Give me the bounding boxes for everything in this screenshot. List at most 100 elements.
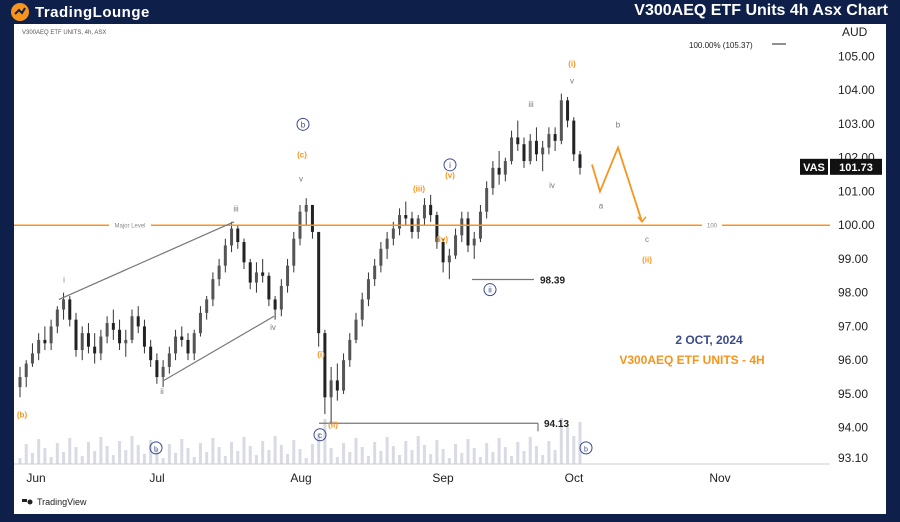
candle-body (93, 346, 97, 354)
volume-bar (298, 449, 302, 464)
candle-body (37, 339, 41, 354)
candle-body (510, 137, 514, 162)
wave-label-circle (149, 441, 163, 455)
volume-bar (304, 458, 308, 464)
candle-body (516, 137, 520, 145)
logo-icon (11, 3, 29, 21)
low-value-label: 98.39 (540, 276, 565, 287)
candle-body (435, 215, 439, 243)
candle-body (553, 134, 557, 141)
volume-bar (360, 447, 364, 464)
candle-body (373, 265, 377, 280)
candle-body (118, 329, 122, 344)
volume-bar (317, 433, 321, 464)
volume-bar (335, 457, 339, 464)
candle-body (267, 275, 271, 300)
volume-bar (242, 437, 246, 464)
candle-body (360, 299, 364, 320)
candle-body (80, 333, 84, 351)
volume-bar (192, 457, 196, 464)
wave-label: b (616, 120, 621, 129)
volume-bar (86, 442, 90, 464)
volume-bar (217, 447, 221, 464)
volume-bar (534, 446, 538, 464)
volume-bar (124, 450, 128, 464)
chart-svg[interactable]: Major Level 10098.3994.13(b)iiiiiiivv(c)b… (14, 24, 886, 514)
candle-body (379, 248, 383, 266)
volume-bar (236, 451, 240, 464)
currency-label: AUD (842, 25, 868, 39)
last-price-tag (830, 158, 882, 175)
trendline-lower (163, 315, 275, 381)
volume-bar (74, 447, 78, 464)
wave-label: (iv) (436, 235, 448, 244)
candle-body (30, 353, 34, 364)
price-tick-label: 101.00 (838, 184, 875, 198)
chart-panel[interactable]: Major Level 100 98.39 94.13 (b) i ii iii iv v (c) b… (14, 24, 886, 514)
volume-bar (149, 440, 153, 464)
volume-bar (161, 458, 165, 464)
chart-title-label: V300AEQ ETF UNITS - 4H (619, 353, 764, 367)
volume-bar (342, 443, 346, 464)
volume-bar (497, 438, 501, 464)
candle-body (460, 218, 464, 236)
volume-bar (566, 427, 570, 464)
candles (18, 93, 582, 425)
volume-bar (118, 441, 122, 464)
wave-label-circle (579, 441, 593, 455)
symbol-header: V300AEQ ETF UNITS, 4h, ASX (22, 30, 106, 36)
time-tick-label: Oct (565, 471, 584, 485)
volume-bar (441, 449, 445, 464)
volume-bar (62, 452, 66, 464)
price-tick-label: 104.00 (838, 83, 875, 97)
candle-body (547, 134, 551, 148)
wave-label: b (584, 446, 588, 453)
volume-bar (429, 454, 433, 464)
wave-label: (i) (568, 60, 576, 69)
time-axis: Jun Jul Aug Sep Oct Nov (14, 463, 830, 485)
candle-body (342, 360, 346, 391)
volume-bar (559, 418, 563, 464)
candle-body (180, 336, 184, 340)
volume-bar (454, 444, 458, 464)
volume-bar (379, 451, 383, 464)
candle-body (273, 299, 277, 310)
candle-body (74, 319, 78, 351)
wave-label: (v) (445, 171, 455, 180)
volume-bar (18, 458, 22, 464)
volume-bar (422, 445, 426, 464)
volume-bar (111, 455, 115, 464)
last-price-symbol-tag (800, 158, 828, 175)
volume-bar (466, 439, 470, 464)
wave-label: (c) (297, 151, 307, 160)
volume-bar (435, 440, 439, 464)
wave-label-circle (443, 158, 457, 172)
wave-label: i (449, 161, 451, 170)
candle-body (466, 218, 470, 246)
wave-label: c (318, 431, 322, 440)
candle-body (230, 228, 234, 246)
volume-bar (43, 448, 47, 464)
volume-bar (416, 436, 420, 464)
candle-body (192, 333, 196, 354)
price-tick-label: 93.10 (838, 451, 868, 465)
candle-body (286, 265, 290, 286)
candle-body (248, 262, 252, 283)
candle-body (155, 360, 159, 378)
chart-date-label: 2 OCT, 2024 (675, 333, 743, 347)
wave-label: iv (270, 323, 276, 332)
volume-bar (130, 436, 134, 464)
candle-body (304, 204, 308, 212)
volume-bar (174, 453, 178, 464)
low-value-label: 94.13 (544, 419, 569, 430)
wave-label-circle (483, 283, 497, 297)
candle-body (111, 323, 115, 330)
wave-label: (i) (317, 350, 325, 359)
candle-body (534, 140, 538, 155)
candle-body (124, 339, 128, 344)
price-axis: AUD105.00104.00103.00102.00101.00100.009… (800, 25, 882, 465)
candle-body (86, 333, 90, 347)
major-level-right-label: 100 (707, 224, 718, 230)
volume-bar (373, 442, 377, 464)
major-level-label-bg (109, 221, 151, 230)
